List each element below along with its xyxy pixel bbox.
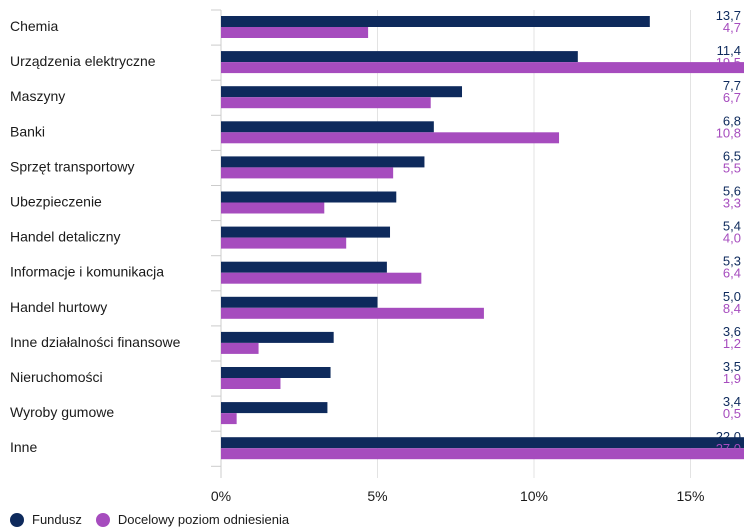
value-label-fundusz: 22,0 [716,429,741,444]
bar-benchmark [221,167,394,179]
bar-benchmark [221,307,484,319]
value-label-fundusz: 3,4 [723,394,741,409]
legend-swatch-benchmark [95,512,110,527]
category-label: Banki [10,123,45,139]
bar-fundusz [221,51,578,63]
category-label: Sprzęt transportowy [10,158,135,174]
value-label-benchmark: 1,9 [723,371,741,386]
bar-fundusz [221,331,334,343]
value-label-fundusz: 11,4 [717,43,741,58]
value-label-benchmark: 4,0 [723,231,741,246]
bar-fundusz [221,367,331,378]
legend: Fundusz Docelowy poziom odniesienia [10,512,303,527]
value-label-benchmark: 4,7 [723,20,741,35]
bar-benchmark [221,237,347,249]
bar-benchmark [221,62,744,74]
value-label-fundusz: 6,8 [723,113,741,128]
value-label-fundusz: 7,7 [723,78,741,93]
legend-item-benchmark: Docelowy poziom odniesienia [95,512,290,527]
bar-benchmark [221,272,422,284]
bar-benchmark [221,97,431,109]
bar-fundusz [221,16,650,27]
bar-fundusz [221,86,463,98]
category-label: Urządzenia elektryczne [10,53,156,69]
legend-label-fundusz: Fundusz [32,512,82,527]
bar-benchmark [221,132,560,144]
x-tick-label: 5% [367,488,387,504]
value-label-fundusz: 6,5 [723,148,741,163]
bar-benchmark [221,413,237,425]
bar-benchmark [221,448,744,460]
bar-fundusz [221,156,425,168]
value-label-benchmark: 6,7 [723,90,741,105]
value-label-benchmark: 1,2 [723,336,741,351]
category-label: Inne [10,439,37,455]
category-label: Inne działalności finansowe [10,334,181,350]
category-label: Informacje i komunikacja [10,264,164,280]
category-label: Chemia [10,18,58,34]
bar-benchmark [221,27,369,38]
value-label-benchmark: 19,5 [716,55,741,70]
bar-fundusz [221,191,397,203]
bar-fundusz [221,437,744,449]
bar-benchmark [221,378,281,389]
category-label: Ubezpieczenie [10,194,102,210]
bar-fundusz [221,226,391,238]
category-label: Maszyny [10,88,65,104]
legend-swatch-fundusz [10,512,24,527]
value-label-fundusz: 3,5 [723,359,741,374]
value-label-fundusz: 5,6 [723,184,741,199]
bar-benchmark [221,342,259,354]
value-label-benchmark: 27,0 [716,441,741,456]
value-label-fundusz: 13,7 [716,8,741,23]
legend-item-fundusz: Fundusz [10,512,82,527]
bar-fundusz [221,296,378,308]
bar-fundusz [221,402,328,414]
value-label-benchmark: 3,3 [723,196,741,211]
bar-benchmark [221,202,325,214]
value-label-benchmark: 10,8 [716,125,741,140]
value-label-fundusz: 5,0 [723,289,741,304]
legend-label-benchmark: Docelowy poziom odniesienia [117,512,290,527]
value-label-fundusz: 3,6 [723,324,741,339]
category-label: Handel detaliczny [10,229,121,245]
category-label: Wyroby gumowe [10,404,114,420]
value-label-benchmark: 6,4 [723,266,741,281]
value-label-benchmark: 0,5 [723,406,741,421]
x-tick-label: 0% [211,488,231,504]
bar-fundusz [221,261,387,273]
value-label-fundusz: 5,3 [723,254,741,269]
x-tick-label: 15% [676,488,704,504]
x-tick-label: 10% [520,488,548,504]
category-label: Nieruchomości [10,369,103,385]
value-label-benchmark: 8,4 [723,301,741,316]
bar-fundusz [221,121,434,133]
value-label-fundusz: 5,4 [723,219,741,234]
value-label-benchmark: 5,5 [723,160,741,175]
category-label: Handel hurtowy [10,299,107,315]
